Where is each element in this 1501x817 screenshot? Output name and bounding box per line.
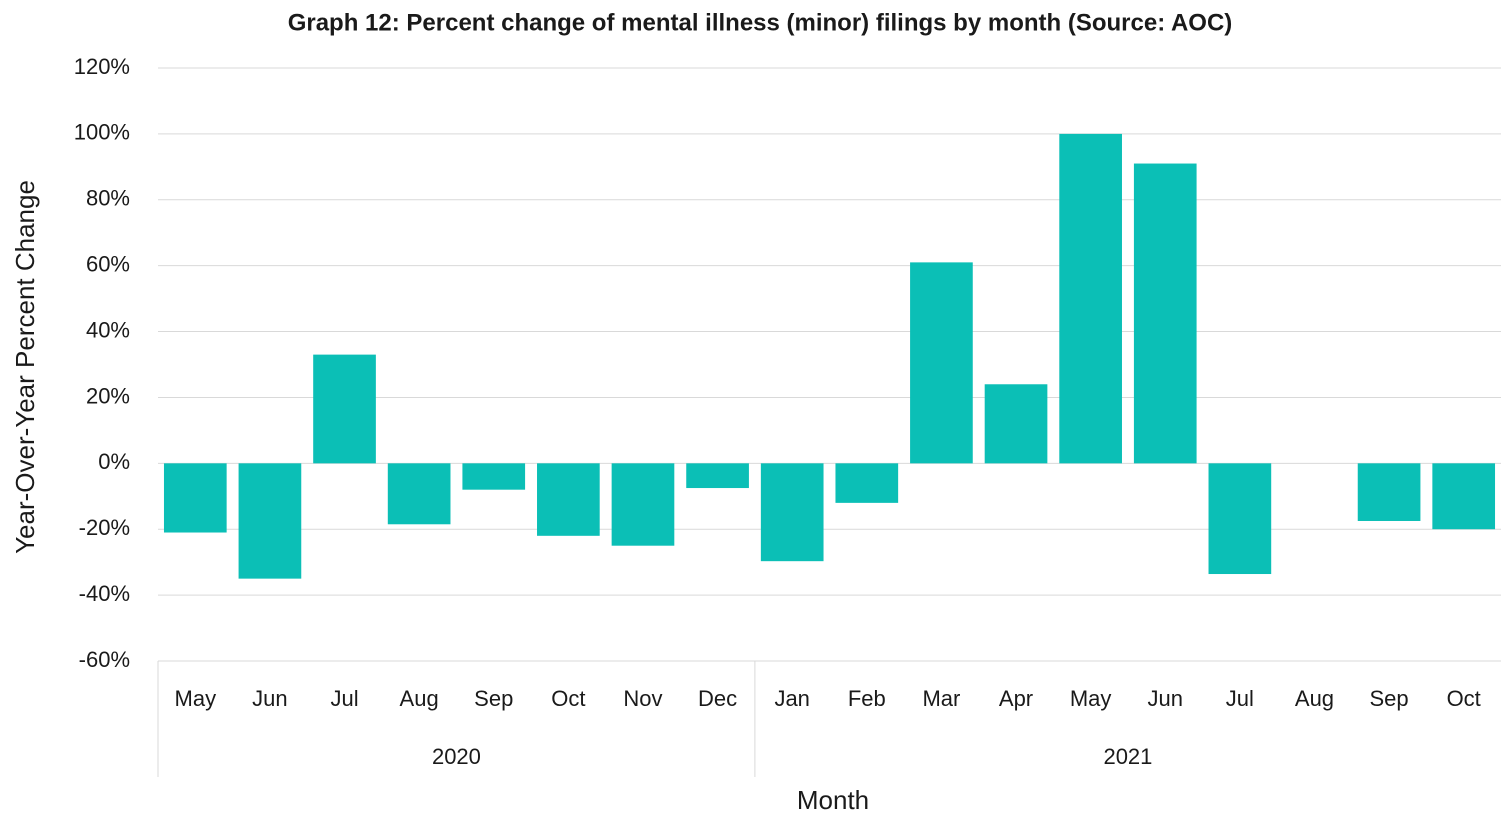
y-tick-label: 100% bbox=[74, 120, 130, 145]
bar bbox=[1133, 163, 1197, 464]
x-axis-title: Month bbox=[797, 785, 869, 815]
bar bbox=[611, 463, 675, 546]
bar bbox=[1059, 133, 1122, 464]
y-tick-label: 60% bbox=[86, 251, 130, 276]
bar bbox=[238, 463, 302, 579]
x-tick-label: Dec bbox=[698, 686, 737, 711]
y-tick-label: -60% bbox=[79, 647, 130, 672]
x-tick-label: Nov bbox=[623, 686, 662, 711]
y-tick-label: -40% bbox=[79, 581, 130, 606]
bar bbox=[387, 463, 451, 525]
y-tick-label: 20% bbox=[86, 383, 130, 408]
bar bbox=[1432, 463, 1496, 530]
x-tick-label: Sep bbox=[474, 686, 513, 711]
x-tick-label: Jun bbox=[252, 686, 287, 711]
bar bbox=[313, 354, 376, 464]
x-tick-label: Jan bbox=[774, 686, 809, 711]
x-tick-label: Jun bbox=[1148, 686, 1183, 711]
bar bbox=[910, 262, 973, 464]
bar bbox=[760, 463, 824, 562]
x-tick-label: May bbox=[1070, 686, 1112, 711]
bar bbox=[1357, 463, 1421, 521]
x-tick-label: Oct bbox=[1447, 686, 1481, 711]
x-tick-label: Jul bbox=[330, 686, 358, 711]
bar bbox=[462, 463, 526, 490]
x-tick-label: Aug bbox=[400, 686, 439, 711]
bar bbox=[537, 463, 600, 536]
group-label: 2020 bbox=[432, 744, 481, 769]
group-label: 2021 bbox=[1103, 744, 1152, 769]
y-tick-label: 0% bbox=[98, 449, 130, 474]
x-tick-label: Feb bbox=[848, 686, 886, 711]
x-tick-label: May bbox=[175, 686, 217, 711]
bar bbox=[686, 463, 749, 489]
x-tick-label: Jul bbox=[1226, 686, 1254, 711]
x-tick-label: Sep bbox=[1370, 686, 1409, 711]
bar bbox=[984, 384, 1048, 464]
chart-title: Graph 12: Percent change of mental illne… bbox=[288, 9, 1233, 36]
y-tick-label: 40% bbox=[86, 317, 130, 342]
x-tick-label: Oct bbox=[551, 686, 585, 711]
y-tick-label: 120% bbox=[74, 54, 130, 79]
bar bbox=[835, 463, 899, 503]
x-tick-label: Mar bbox=[922, 686, 960, 711]
x-tick-label: Apr bbox=[999, 686, 1033, 711]
y-axis-title: Year-Over-Year Percent Change bbox=[10, 180, 40, 554]
x-tick-label: Aug bbox=[1295, 686, 1334, 711]
y-tick-label: 80% bbox=[86, 186, 130, 211]
bar bbox=[163, 463, 227, 533]
bar bbox=[1208, 463, 1272, 575]
y-tick-label: -20% bbox=[79, 515, 130, 540]
